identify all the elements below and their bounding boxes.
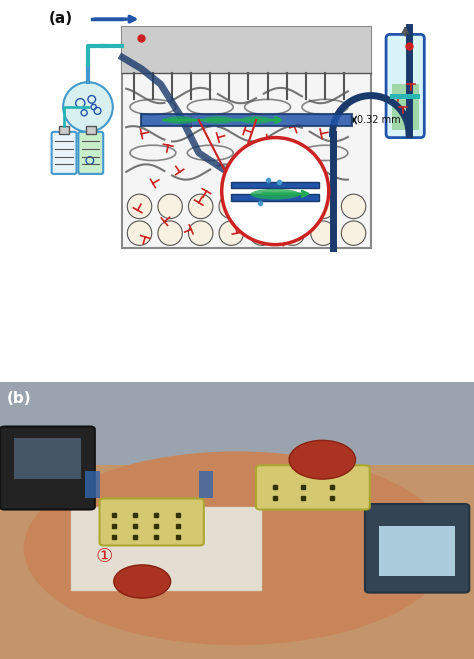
Circle shape: [250, 194, 274, 219]
FancyBboxPatch shape: [256, 465, 370, 509]
Text: (a): (a): [49, 11, 73, 26]
Circle shape: [128, 194, 152, 219]
FancyBboxPatch shape: [386, 34, 424, 138]
Circle shape: [222, 138, 329, 244]
Circle shape: [280, 194, 305, 219]
Bar: [0, 382, 474, 465]
Bar: [379, 526, 455, 576]
Ellipse shape: [164, 116, 195, 124]
Text: 0.32 mm: 0.32 mm: [357, 115, 401, 125]
Circle shape: [158, 194, 182, 219]
Circle shape: [250, 221, 274, 245]
Bar: [231, 194, 319, 200]
Bar: [231, 181, 319, 188]
Circle shape: [189, 194, 213, 219]
FancyBboxPatch shape: [365, 504, 469, 592]
Circle shape: [341, 221, 366, 245]
Circle shape: [311, 221, 335, 245]
Bar: [392, 84, 419, 130]
FancyBboxPatch shape: [52, 132, 76, 174]
Circle shape: [158, 221, 182, 245]
Bar: [85, 471, 100, 498]
Ellipse shape: [202, 116, 233, 124]
Bar: [122, 27, 371, 248]
Bar: [86, 126, 96, 134]
Circle shape: [311, 194, 335, 219]
Circle shape: [114, 565, 171, 598]
Text: (b): (b): [7, 391, 32, 405]
Ellipse shape: [250, 189, 300, 200]
Ellipse shape: [241, 116, 272, 124]
Circle shape: [289, 440, 356, 479]
Bar: [390, 94, 420, 100]
Circle shape: [219, 221, 244, 245]
Bar: [71, 507, 261, 590]
Bar: [141, 114, 352, 126]
Bar: [122, 27, 371, 72]
FancyBboxPatch shape: [78, 132, 103, 174]
Circle shape: [128, 221, 152, 245]
Circle shape: [341, 194, 366, 219]
Circle shape: [63, 82, 113, 132]
Bar: [59, 126, 69, 134]
Circle shape: [219, 194, 244, 219]
Circle shape: [189, 221, 213, 245]
Circle shape: [280, 221, 305, 245]
Ellipse shape: [24, 451, 450, 645]
Bar: [14, 438, 81, 479]
FancyBboxPatch shape: [0, 426, 95, 509]
Bar: [199, 471, 213, 498]
Text: ①: ①: [96, 547, 113, 566]
FancyBboxPatch shape: [100, 498, 204, 546]
